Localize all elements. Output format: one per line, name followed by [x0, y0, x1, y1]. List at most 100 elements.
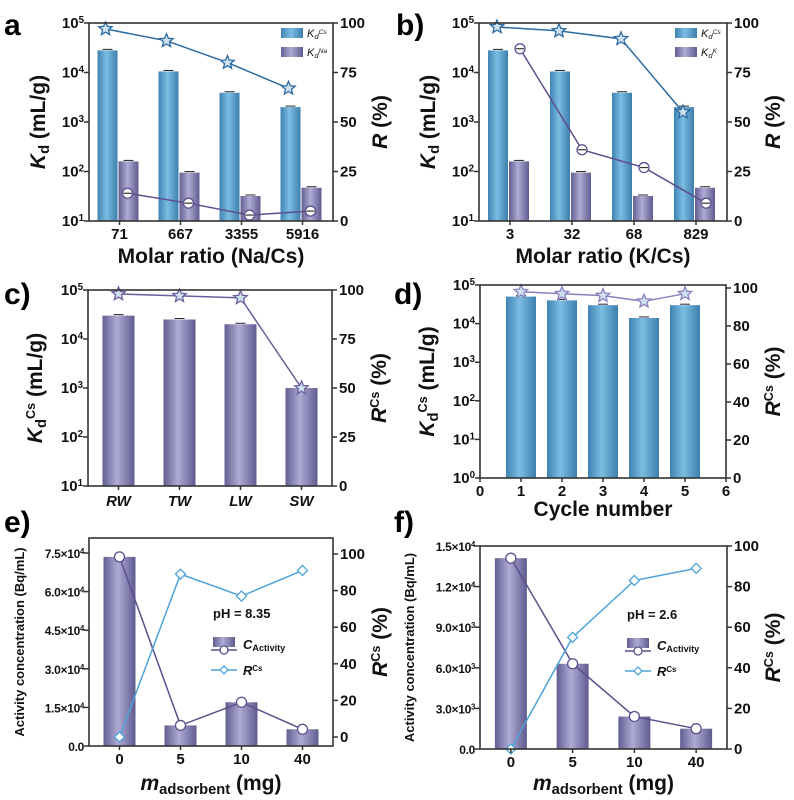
panel-label: c)	[4, 278, 31, 311]
bar-b-s0-1	[550, 71, 570, 221]
y2-axis-label: RCs (%)	[368, 353, 391, 423]
y-tick-label: 4.5×104	[45, 624, 85, 639]
tick-exp: 3	[470, 354, 476, 365]
point-circle	[174, 719, 187, 732]
legend-swatch	[675, 47, 697, 57]
tick-exp: 2	[78, 429, 84, 440]
y2-tick-label: 0	[340, 213, 348, 230]
bar-c-s0-1	[163, 319, 196, 486]
label-part: Activity	[252, 643, 286, 653]
tick-base: 3.0×10	[436, 702, 472, 716]
tick-exp: 5	[470, 277, 476, 288]
bar-a-s0-0	[97, 50, 118, 221]
x-tick-label: 0	[476, 483, 484, 500]
y2-tick-label: 50	[340, 114, 357, 131]
label-part: C	[657, 638, 667, 653]
label-part: Cs	[369, 646, 383, 662]
y2-tick-label: 0	[734, 213, 742, 230]
x-tick-label: 3	[599, 483, 607, 500]
point-circle	[113, 551, 126, 563]
bar-f-s0-3	[680, 728, 713, 749]
legend-diamond	[219, 665, 229, 675]
point-star	[612, 30, 630, 46]
y2-tick-label: 60	[340, 619, 357, 636]
y2-tick-label: 25	[339, 429, 356, 446]
label-part: Activity concentration (Bq/mL)	[402, 553, 417, 742]
x-tick-label: 10	[233, 751, 250, 768]
x-tick-label: 5	[681, 483, 689, 500]
tick-base: 10	[453, 354, 470, 371]
legend-label: RCs	[243, 663, 263, 678]
point-circle	[690, 723, 702, 735]
tick-base: 10	[452, 114, 469, 131]
point-star	[97, 20, 114, 36]
label-part: Cs	[713, 29, 722, 36]
y2-tick-label: 100	[339, 282, 364, 299]
y2-tick-label: 80	[340, 583, 357, 600]
tick-exp: 4	[80, 585, 85, 594]
legend-circle	[633, 646, 643, 656]
y-tick-label: 101	[61, 478, 84, 496]
series-line-c-1	[118, 293, 303, 389]
label-part: (mg)	[623, 772, 674, 795]
y-tick-label: 105	[453, 277, 476, 295]
ph-annotation: pH = 2.6	[627, 607, 677, 622]
label-part: K	[24, 426, 47, 443]
x-tick-label: LW	[229, 493, 253, 510]
y-tick-label: 104	[61, 331, 84, 349]
label-part: (mg)	[230, 772, 281, 795]
tick-base: 10	[62, 15, 79, 32]
point-star	[676, 285, 694, 301]
series-line-a-3	[127, 192, 311, 216]
point-star	[158, 32, 175, 48]
y-tick-label: 6.0×104	[45, 585, 85, 600]
bar-b-s1-2	[633, 195, 653, 221]
tick-exp: 1	[79, 213, 85, 224]
x-tick-label: 5	[568, 754, 576, 771]
point-diamond	[235, 590, 248, 603]
label-part: Cs	[762, 385, 776, 401]
x-tick-label: 0	[115, 751, 123, 768]
bar-b-s0-3	[674, 107, 694, 221]
y-tick-label: 0.0	[68, 740, 84, 754]
label-part: Cs	[762, 651, 776, 667]
bar-b-s0-2	[612, 92, 632, 221]
y2-tick-label: 100	[340, 15, 365, 32]
tick-base: 1.2×10	[436, 581, 472, 595]
point-circle	[628, 710, 641, 723]
label-part: K	[307, 47, 315, 59]
label-part: R	[369, 133, 392, 149]
x-tick-label: TW	[168, 493, 193, 510]
series-line-b-3	[519, 48, 707, 204]
bar-c-s0-2	[224, 324, 257, 486]
y2-tick-label: 0	[734, 741, 742, 758]
bar-d-s0-1	[547, 300, 577, 478]
y2-tick-label: 100	[734, 538, 759, 555]
y-tick-label: 7.5×104	[45, 547, 85, 562]
label-part: Cs	[319, 29, 328, 36]
y-tick-label: 3.0×103	[436, 702, 476, 717]
legend-swatch-bar	[627, 638, 649, 648]
tick-exp: 5	[79, 15, 85, 26]
point-diamond	[628, 574, 641, 587]
plot-frame	[479, 545, 728, 750]
tick-base: 10	[61, 380, 78, 397]
bar-e-s0-3	[286, 729, 319, 746]
x-tick-label: 829	[683, 226, 708, 243]
tick-exp: 4	[80, 624, 85, 633]
label-part: (mL/g)	[416, 326, 439, 396]
label-part: Activity	[666, 644, 700, 654]
tick-exp: 4	[470, 315, 476, 326]
label-part: K	[701, 28, 709, 40]
y2-tick-label: 0	[340, 729, 348, 746]
point-star	[219, 53, 236, 70]
bar-f-s0-0	[494, 558, 527, 749]
legend-label: CActivity	[243, 637, 286, 653]
tick-exp: 3	[78, 380, 84, 391]
x-axis-label: Molar ratio (K/Cs)	[515, 245, 690, 268]
tick-exp: 3	[471, 661, 476, 670]
tick-base: 10	[62, 213, 79, 230]
tick-base: 10	[61, 478, 78, 495]
